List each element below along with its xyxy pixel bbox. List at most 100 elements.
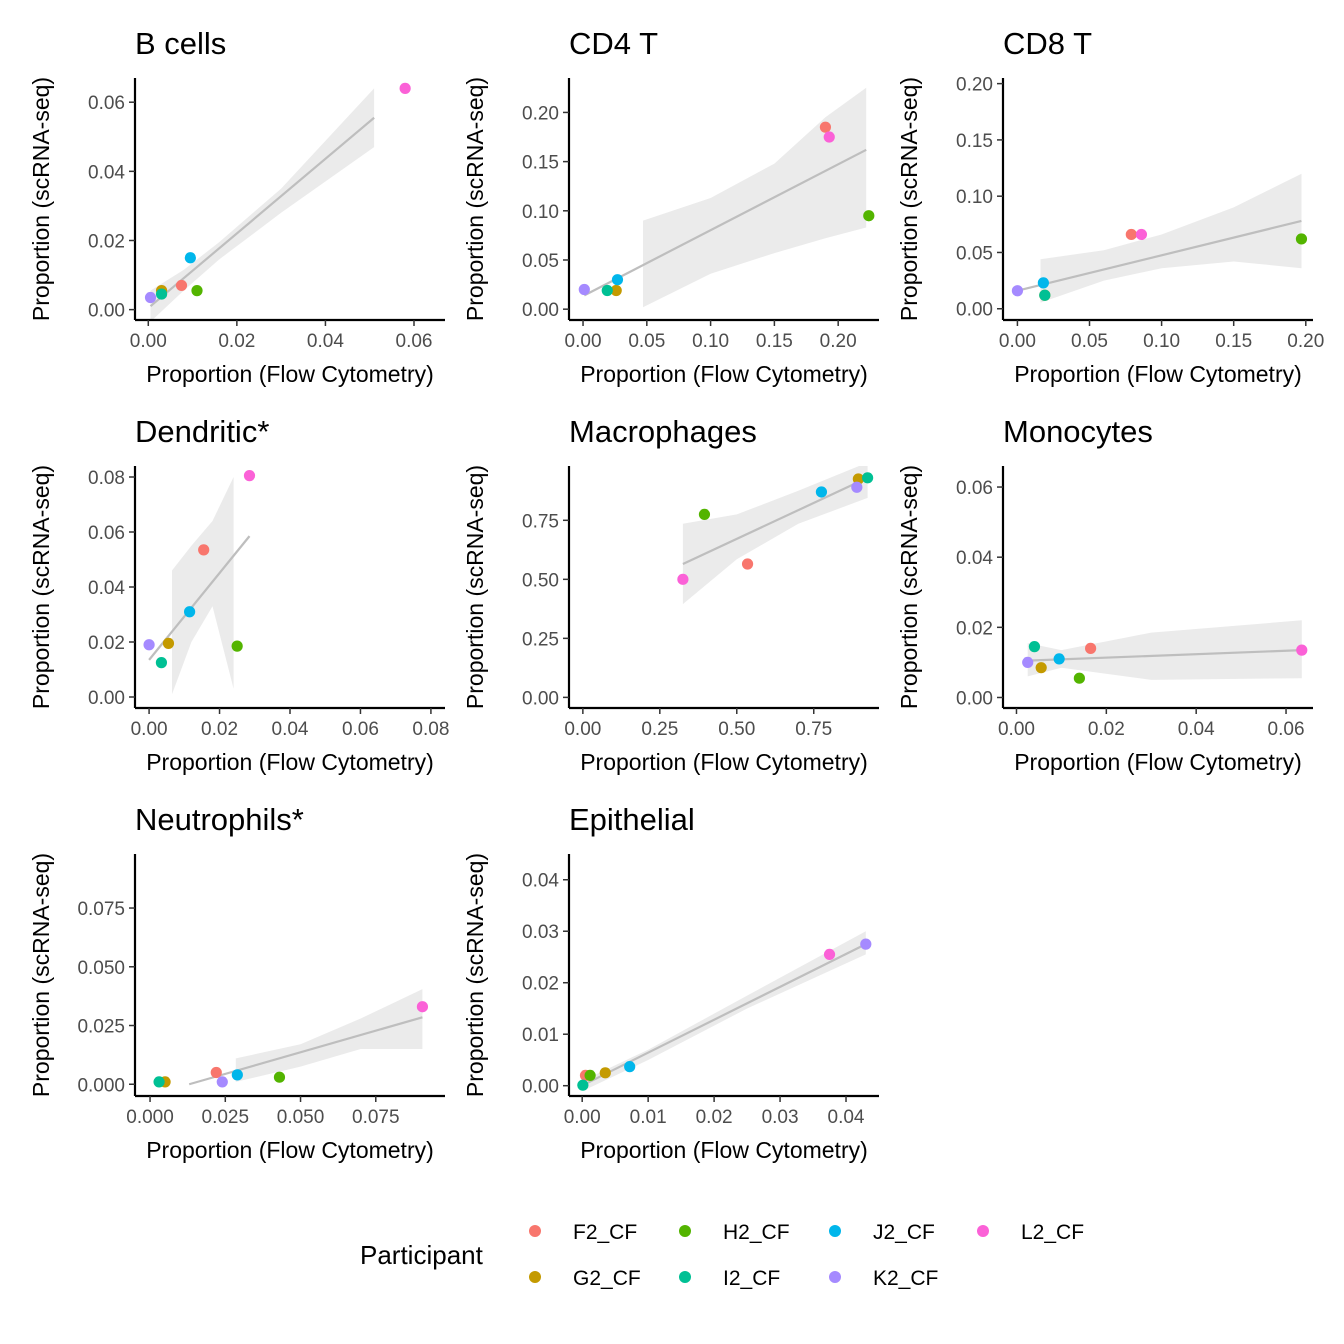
legend-title: Participant bbox=[360, 1240, 484, 1270]
panel-title: Dendritic* bbox=[135, 414, 269, 449]
y-tick-label: 0.00 bbox=[522, 1077, 559, 1098]
legend-label: J2_CF bbox=[873, 1221, 935, 1244]
y-tick-label: 0.15 bbox=[956, 131, 993, 152]
point-h2-cf bbox=[273, 1071, 286, 1083]
x-tick-label: 0.08 bbox=[412, 719, 449, 740]
y-tick-label: 0.20 bbox=[956, 75, 993, 96]
y-tick-label: 0.02 bbox=[956, 618, 993, 639]
x-tick-label: 0.04 bbox=[307, 331, 344, 352]
x-tick-label: 0.025 bbox=[202, 1107, 250, 1128]
y-axis-label: Proportion (scRNA-seq) bbox=[462, 77, 488, 321]
legend-label: F2_CF bbox=[573, 1221, 637, 1244]
confidence-band bbox=[235, 989, 423, 1082]
fit-line bbox=[1027, 649, 1302, 662]
x-tick-label: 0.00 bbox=[565, 331, 602, 352]
legend-item-h2-cf: H2_CF bbox=[679, 1221, 790, 1244]
panel-b-cells: 0.00 0.02 0.04 0.06 0.00 0.02 0.04 0.06 B cells P… bbox=[28, 26, 445, 387]
x-axis-label: Proportion (Flow Cytometry) bbox=[1014, 361, 1302, 387]
panel-epithelial: 0.00 0.01 0.02 0.03 0.04 0.00 0.01 0.02 0.03 0.04… bbox=[462, 802, 879, 1163]
point-l2-cf bbox=[1296, 644, 1308, 656]
point-k2-cf bbox=[1011, 285, 1024, 297]
legend-label: K2_CF bbox=[873, 1267, 938, 1290]
point-k2-cf bbox=[216, 1076, 228, 1088]
y-tick-label: 0.20 bbox=[522, 103, 559, 124]
x-tick-label: 0.00 bbox=[130, 331, 167, 352]
point-g2-cf bbox=[610, 284, 622, 297]
point-k2-cf bbox=[143, 639, 155, 651]
y-tick-label: 0.04 bbox=[956, 548, 993, 569]
y-tick-label: 0.08 bbox=[88, 468, 125, 489]
x-tick-label: 0.04 bbox=[1178, 719, 1215, 740]
y-tick-label: 0.025 bbox=[77, 1017, 125, 1038]
point-l2-cf bbox=[243, 470, 256, 482]
y-tick-label: 0.04 bbox=[522, 871, 559, 892]
x-tick-label: 0.02 bbox=[696, 1107, 733, 1128]
x-tick-label: 0.04 bbox=[272, 719, 309, 740]
point-i2-cf bbox=[577, 1079, 589, 1091]
panel-title: Neutrophils* bbox=[135, 802, 304, 837]
legend-label: G2_CF bbox=[573, 1267, 641, 1290]
panel-title: Epithelial bbox=[569, 802, 695, 837]
panel-title: CD4 T bbox=[569, 26, 658, 61]
legend-label: H2_CF bbox=[723, 1221, 790, 1244]
x-tick-label: 0.05 bbox=[1071, 331, 1108, 352]
point-f2-cf bbox=[175, 279, 188, 292]
y-tick-label: 0.00 bbox=[522, 688, 559, 709]
y-tick-label: 0.06 bbox=[956, 478, 993, 499]
x-tick-label: 0.75 bbox=[795, 719, 832, 740]
point-k2-cf bbox=[1022, 656, 1034, 669]
point-l2-cf bbox=[823, 131, 835, 143]
y-tick-label: 0.000 bbox=[77, 1075, 125, 1096]
point-i2-cf bbox=[1028, 641, 1041, 653]
y-axis-label: Proportion (scRNA-seq) bbox=[28, 77, 54, 321]
y-tick-label: 0.06 bbox=[88, 523, 125, 544]
x-tick-label: 0.20 bbox=[1287, 331, 1324, 352]
point-j2-cf bbox=[624, 1061, 636, 1073]
point-j2-cf bbox=[184, 606, 196, 618]
y-tick-label: 0.075 bbox=[77, 899, 125, 920]
point-l2-cf bbox=[399, 82, 411, 94]
x-tick-label: 0.00 bbox=[999, 331, 1036, 352]
point-i2-cf bbox=[601, 284, 613, 297]
y-tick-label: 0.04 bbox=[88, 162, 125, 183]
y-tick-label: 0.05 bbox=[956, 243, 993, 264]
x-tick-label: 0.04 bbox=[828, 1107, 865, 1128]
x-tick-label: 0.50 bbox=[718, 719, 755, 740]
point-k2-cf bbox=[144, 291, 157, 304]
x-tick-label: 0.06 bbox=[396, 331, 433, 352]
panel-macrophages: 0.00 0.25 0.50 0.75 0.00 0.25 0.50 0.75 Macropha… bbox=[462, 414, 879, 775]
y-axis-label: Proportion (scRNA-seq) bbox=[462, 465, 488, 709]
point-g2-cf bbox=[1035, 662, 1047, 674]
confidence-band bbox=[150, 88, 375, 320]
point-l2-cf bbox=[677, 573, 689, 585]
x-tick-label: 0.00 bbox=[564, 1107, 601, 1128]
y-tick-label: 0.10 bbox=[956, 187, 993, 208]
x-tick-label: 0.06 bbox=[342, 719, 379, 740]
x-tick-label: 0.000 bbox=[126, 1107, 174, 1128]
panel-title: B cells bbox=[135, 26, 226, 61]
y-tick-label: 0.00 bbox=[956, 688, 993, 709]
panel-title: Monocytes bbox=[1003, 414, 1153, 449]
x-tick-label: 0.075 bbox=[352, 1107, 400, 1128]
point-i2-cf bbox=[155, 288, 168, 300]
x-tick-label: 0.05 bbox=[628, 331, 665, 352]
y-tick-label: 0.02 bbox=[522, 974, 559, 995]
x-axis-label: Proportion (Flow Cytometry) bbox=[146, 1137, 434, 1163]
x-tick-label: 0.10 bbox=[692, 331, 729, 352]
legend-swatch bbox=[977, 1225, 989, 1237]
legend-item-g2-cf: G2_CF bbox=[529, 1267, 641, 1290]
point-h2-cf bbox=[231, 640, 243, 652]
y-tick-label: 0.10 bbox=[522, 202, 559, 223]
x-axis-label: Proportion (Flow Cytometry) bbox=[580, 361, 868, 387]
fit-line bbox=[583, 148, 867, 297]
legend-swatch bbox=[829, 1271, 841, 1283]
point-h2-cf bbox=[584, 1069, 596, 1082]
y-tick-label: 0.05 bbox=[522, 251, 559, 272]
panel-monocytes: 0.00 0.02 0.04 0.06 0.00 0.02 0.04 0.06 Monocyte… bbox=[896, 414, 1313, 775]
x-tick-label: 0.00 bbox=[998, 719, 1035, 740]
point-f2-cf bbox=[741, 558, 754, 570]
point-l2-cf bbox=[416, 1001, 429, 1013]
y-tick-label: 0.04 bbox=[88, 578, 125, 599]
point-j2-cf bbox=[184, 252, 196, 264]
